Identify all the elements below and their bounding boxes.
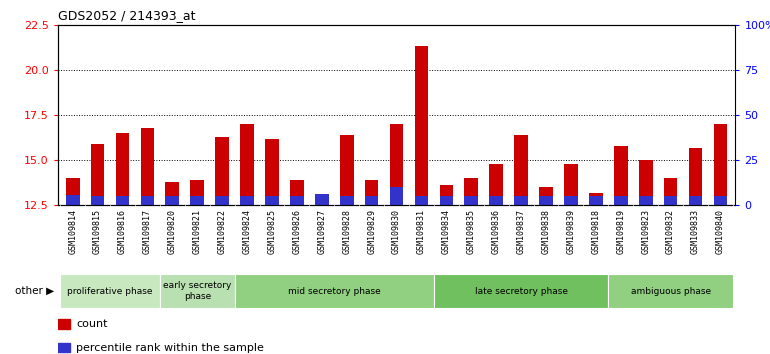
Bar [614, 196, 628, 205]
Bar [414, 196, 428, 205]
Text: proliferative phase: proliferative phase [67, 287, 152, 296]
Bar [390, 124, 403, 205]
Bar [564, 164, 578, 205]
Bar [240, 196, 254, 205]
Text: GSM109840: GSM109840 [716, 209, 725, 254]
Text: GSM109838: GSM109838 [541, 209, 551, 254]
Bar [290, 180, 303, 205]
Text: count: count [76, 319, 108, 329]
Text: GSM109836: GSM109836 [492, 209, 501, 254]
Bar [190, 180, 204, 205]
Bar [464, 178, 478, 205]
Bar [365, 196, 379, 205]
Text: GSM109820: GSM109820 [168, 209, 177, 254]
Bar [166, 196, 179, 205]
Bar [490, 164, 503, 205]
Bar [216, 196, 229, 205]
Bar [714, 124, 727, 205]
Bar [514, 196, 528, 205]
Bar [116, 133, 129, 205]
Text: GSM109821: GSM109821 [192, 209, 202, 254]
Bar [91, 144, 105, 205]
Text: GSM109815: GSM109815 [93, 209, 102, 254]
Text: GSM109824: GSM109824 [243, 209, 252, 254]
Bar [714, 196, 727, 205]
Bar [235, 274, 434, 308]
Text: GSM109834: GSM109834 [442, 209, 451, 254]
Bar [315, 194, 329, 205]
Text: GSM109839: GSM109839 [567, 209, 575, 254]
Bar [58, 343, 69, 352]
Bar [340, 196, 353, 205]
Bar [539, 187, 553, 205]
Bar [91, 196, 105, 205]
Bar [66, 178, 79, 205]
Bar [166, 182, 179, 205]
Text: GSM109825: GSM109825 [267, 209, 276, 254]
Bar [608, 274, 733, 308]
Text: GSM109831: GSM109831 [417, 209, 426, 254]
Bar [434, 274, 608, 308]
Text: GSM109816: GSM109816 [118, 209, 127, 254]
Bar [265, 138, 279, 205]
Text: GSM109833: GSM109833 [691, 209, 700, 254]
Text: GSM109827: GSM109827 [317, 209, 326, 254]
Bar [160, 274, 235, 308]
Bar [315, 198, 329, 205]
Bar [688, 148, 702, 205]
Text: GSM109818: GSM109818 [591, 209, 601, 254]
Bar [141, 128, 154, 205]
Text: GSM109837: GSM109837 [517, 209, 526, 254]
Bar [539, 196, 553, 205]
Text: GSM109826: GSM109826 [293, 209, 301, 254]
Bar [240, 124, 254, 205]
Text: GSM109819: GSM109819 [616, 209, 625, 254]
Text: GSM109822: GSM109822 [218, 209, 226, 254]
Bar [664, 178, 678, 205]
Text: GSM109830: GSM109830 [392, 209, 401, 254]
Bar [365, 180, 379, 205]
Bar [688, 196, 702, 205]
Bar [440, 185, 454, 205]
Text: ambiguous phase: ambiguous phase [631, 287, 711, 296]
Bar [589, 196, 603, 205]
Bar [440, 196, 454, 205]
Bar [514, 135, 528, 205]
Text: late secretory phase: late secretory phase [474, 287, 567, 296]
Bar [614, 146, 628, 205]
Bar [290, 196, 303, 205]
Text: GSM109835: GSM109835 [467, 209, 476, 254]
Text: GSM109828: GSM109828 [342, 209, 351, 254]
Bar [265, 196, 279, 205]
Bar [66, 195, 79, 205]
Bar [464, 196, 478, 205]
Text: GSM109832: GSM109832 [666, 209, 675, 254]
Text: GSM109814: GSM109814 [69, 209, 77, 254]
Text: mid secretory phase: mid secretory phase [288, 287, 380, 296]
Text: GDS2052 / 214393_at: GDS2052 / 214393_at [58, 9, 196, 22]
Text: early secretory
phase: early secretory phase [163, 281, 232, 301]
Bar [639, 160, 652, 205]
Text: other ▶: other ▶ [15, 286, 54, 296]
Text: GSM109829: GSM109829 [367, 209, 376, 254]
Bar [390, 187, 403, 205]
Bar [414, 46, 428, 205]
Bar [141, 196, 154, 205]
Bar [58, 319, 69, 329]
Bar [116, 196, 129, 205]
Bar [340, 135, 353, 205]
Bar [639, 196, 652, 205]
Bar [490, 196, 503, 205]
Bar [589, 193, 603, 205]
Bar [60, 274, 160, 308]
Bar [664, 196, 678, 205]
Bar [564, 196, 578, 205]
Text: percentile rank within the sample: percentile rank within the sample [76, 343, 264, 353]
Bar [216, 137, 229, 205]
Text: GSM109817: GSM109817 [143, 209, 152, 254]
Bar [190, 196, 204, 205]
Text: GSM109823: GSM109823 [641, 209, 650, 254]
